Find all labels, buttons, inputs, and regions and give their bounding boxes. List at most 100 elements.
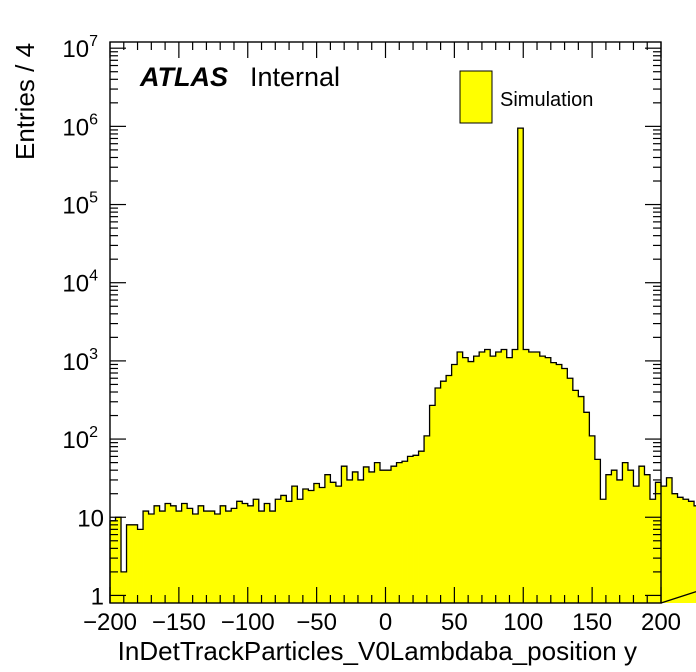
x-tick-label: 50 xyxy=(441,609,468,636)
histogram-bin xyxy=(225,511,232,603)
histogram-bin xyxy=(396,462,403,603)
y-tick-label: 105 xyxy=(62,190,98,220)
histogram-bin xyxy=(187,508,194,603)
histogram-bin xyxy=(170,505,177,603)
histogram-bin xyxy=(220,505,227,603)
histogram-bin xyxy=(589,435,596,603)
histogram-bin xyxy=(611,470,618,603)
histogram-bin xyxy=(539,356,546,603)
plot-frame xyxy=(109,41,662,604)
histogram-bin xyxy=(638,466,645,603)
histogram-bin xyxy=(297,499,304,603)
histogram-bin xyxy=(280,495,287,603)
histogram-bin xyxy=(302,488,309,603)
histogram-bin xyxy=(110,520,116,603)
histogram-bin xyxy=(291,486,298,603)
histogram-bin xyxy=(616,479,623,603)
histogram-bin xyxy=(374,462,381,603)
histogram-bin xyxy=(534,351,541,603)
histogram-bin xyxy=(379,470,386,603)
histogram-bin xyxy=(126,524,133,603)
histogram-bin xyxy=(165,503,172,603)
histogram-bin xyxy=(214,514,221,603)
histogram-bin xyxy=(424,435,430,603)
histogram-bin xyxy=(335,486,342,603)
histogram-bin xyxy=(407,456,414,603)
histogram-bin xyxy=(683,499,689,603)
histogram-bin xyxy=(368,471,375,603)
histogram-bin xyxy=(258,511,265,603)
histogram-bin xyxy=(236,501,243,603)
histogram-bin xyxy=(242,503,249,603)
histogram-bin xyxy=(594,459,601,603)
histogram-bin xyxy=(495,351,502,603)
histogram-bin xyxy=(435,388,441,603)
histogram-bin xyxy=(181,503,188,603)
histogram-bin xyxy=(512,349,519,603)
x-tick-label: −200 xyxy=(83,609,137,636)
histogram-bin xyxy=(484,349,491,603)
x-tick-label: 100 xyxy=(503,609,543,636)
x-tick-label: 200 xyxy=(641,609,681,636)
histogram-bin xyxy=(649,499,656,603)
histogram-bin xyxy=(517,128,524,604)
x-tick-label: 0 xyxy=(379,609,392,636)
histogram-bin xyxy=(556,364,563,603)
histogram-bin xyxy=(308,490,315,603)
histogram-bin xyxy=(644,474,651,603)
histogram-bin xyxy=(440,381,447,603)
histogram-bin xyxy=(192,514,199,603)
histogram-bin xyxy=(578,396,585,603)
histogram-bin xyxy=(429,405,436,603)
histogram-bin xyxy=(346,479,353,603)
histogram-bin xyxy=(523,349,530,603)
histogram-bin xyxy=(666,477,673,603)
histogram-bin xyxy=(391,466,397,603)
histogram-bin xyxy=(121,571,127,603)
histogram-bin xyxy=(672,493,678,603)
x-tick-label: −100 xyxy=(221,609,275,636)
histogram-bin xyxy=(275,499,282,603)
histogram-bin xyxy=(402,461,408,603)
histogram-bin xyxy=(622,462,629,603)
histogram-bin xyxy=(605,474,612,603)
y-tick-label: 107 xyxy=(62,33,98,63)
internal-label: Internal xyxy=(250,62,340,92)
histogram-bin xyxy=(324,474,331,603)
histogram-bin xyxy=(413,455,419,603)
histogram-bin xyxy=(583,412,590,603)
y-tick-label: 10 xyxy=(77,505,104,532)
y-tick-label: 106 xyxy=(62,111,98,141)
histogram-bin xyxy=(209,511,216,603)
legend-swatch xyxy=(459,70,493,124)
histogram-bin xyxy=(269,511,276,603)
histogram-bin xyxy=(418,451,425,603)
histogram-bin xyxy=(550,362,557,603)
legend-label: Simulation xyxy=(500,89,593,111)
histogram-bin xyxy=(462,357,469,603)
histogram-bin xyxy=(247,505,254,603)
histogram-bin xyxy=(567,378,574,603)
histogram-bin xyxy=(341,466,348,603)
y-tick-label: 104 xyxy=(62,268,98,298)
histogram-bin xyxy=(506,357,513,603)
histogram-bin xyxy=(688,501,695,603)
x-tick-label: 150 xyxy=(572,609,612,636)
atlas-label: ATLAS xyxy=(139,62,228,92)
histogram-bin xyxy=(490,356,497,603)
histogram-outline xyxy=(109,127,696,604)
histogram-bin xyxy=(203,511,210,603)
histogram-bin xyxy=(143,511,149,603)
histogram-bin xyxy=(159,511,166,603)
x-tick-labels: −200 −150 −100 −50 0 50 100 150 200 xyxy=(83,609,681,636)
histogram-bin xyxy=(253,499,260,603)
histogram-bin xyxy=(501,349,508,603)
x-tick-label: −150 xyxy=(152,609,206,636)
histogram-bin xyxy=(479,351,486,603)
histogram-bin xyxy=(572,390,579,603)
histogram-bin xyxy=(319,487,326,603)
y-tick-label: 1 xyxy=(91,583,104,610)
histogram-bin xyxy=(655,482,662,603)
histogram-bin xyxy=(286,501,293,603)
